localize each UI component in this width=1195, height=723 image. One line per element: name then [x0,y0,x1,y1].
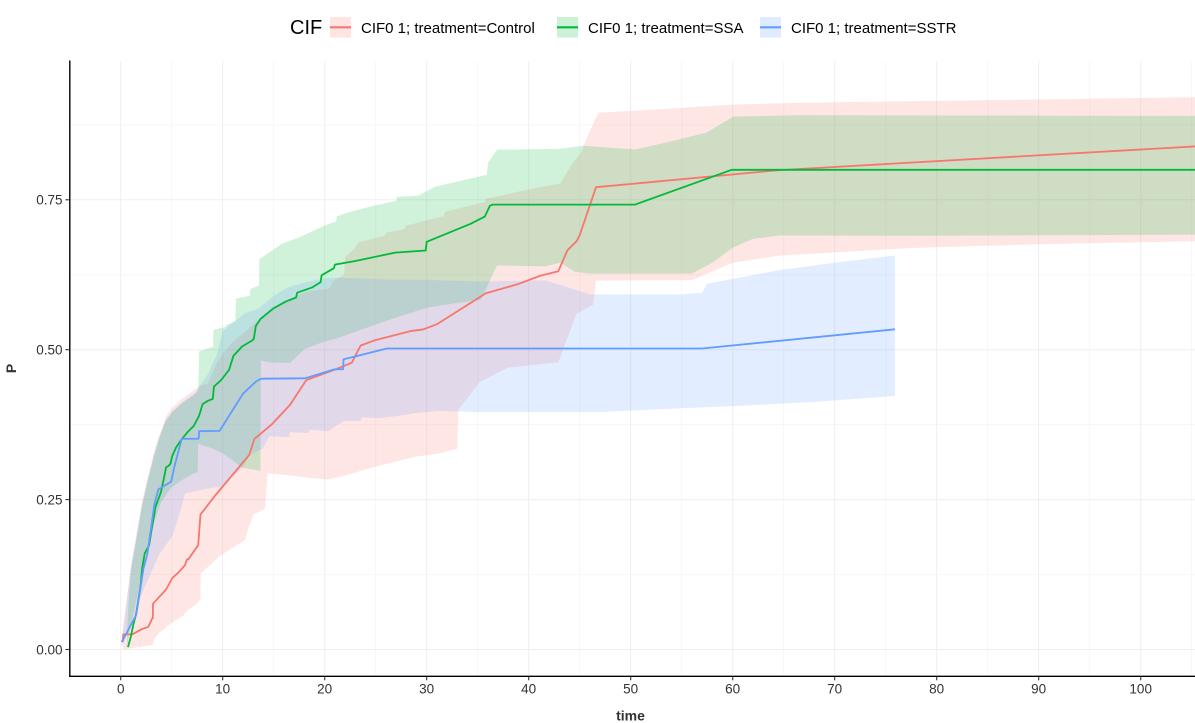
svg-text:50: 50 [623,681,638,696]
svg-text:80: 80 [929,681,944,696]
svg-text:30: 30 [419,681,434,696]
svg-text:CIF0 1; treatment=SSA: CIF0 1; treatment=SSA [588,20,744,37]
svg-text:40: 40 [521,681,536,696]
svg-text:20: 20 [317,681,332,696]
svg-text:0.75: 0.75 [36,193,62,208]
svg-text:CIF0 1; treatment=Control: CIF0 1; treatment=Control [361,20,535,37]
svg-text:70: 70 [827,681,842,696]
svg-text:CIF0 1; treatment=SSTR: CIF0 1; treatment=SSTR [791,20,957,37]
svg-text:10: 10 [215,681,230,696]
svg-text:P: P [3,364,19,373]
svg-text:0.00: 0.00 [36,642,62,657]
svg-text:0: 0 [117,681,125,696]
svg-text:90: 90 [1031,681,1046,696]
svg-text:time: time [616,708,645,723]
svg-text:100: 100 [1129,681,1152,696]
svg-text:CIF: CIF [290,17,322,39]
svg-text:0.50: 0.50 [36,343,62,358]
svg-text:60: 60 [725,681,740,696]
svg-text:0.25: 0.25 [36,493,62,508]
